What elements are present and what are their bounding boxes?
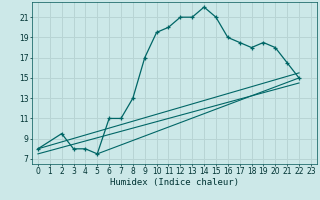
X-axis label: Humidex (Indice chaleur): Humidex (Indice chaleur) <box>110 178 239 187</box>
